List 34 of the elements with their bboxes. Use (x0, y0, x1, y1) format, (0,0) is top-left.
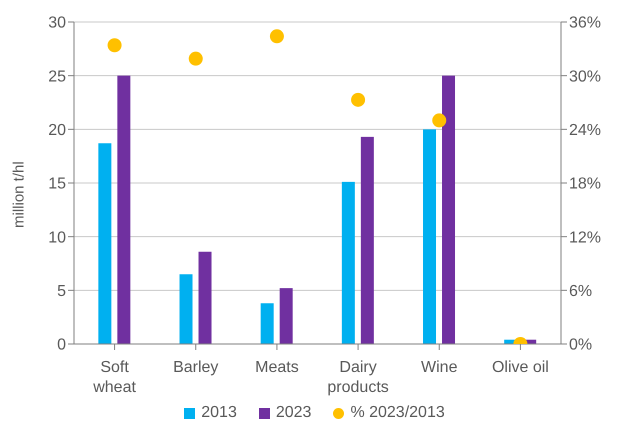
y2-tick-label: 24% (569, 122, 602, 140)
y2-tick-label: 12% (569, 229, 602, 246)
y2-tick-label: 0% (569, 336, 592, 354)
y-tick-label: 30 (48, 14, 66, 32)
x-tick-label: Meats (255, 359, 299, 376)
bar (442, 76, 456, 344)
y2-tick-label: 36% (569, 14, 602, 32)
x-tick-label: Dairy products (327, 359, 389, 396)
x-tick-label: Olive oil (492, 359, 549, 376)
y-tick-label: 0 (57, 336, 66, 354)
y-tick-label: 10 (48, 229, 66, 246)
y2-tick-label: 30% (569, 68, 602, 86)
bar (360, 136, 374, 344)
y-tick-label: 20 (48, 122, 66, 140)
y-tick-label: 15 (48, 176, 66, 193)
y2-tick-label: 6% (569, 283, 592, 300)
legend-label: 2023 (274, 404, 312, 422)
bar (280, 288, 293, 344)
y2-tick-label: 18% (569, 176, 602, 193)
bar (98, 143, 112, 344)
legend-label: % 2023/2013 (349, 404, 445, 422)
y-tick-label: 5 (57, 283, 66, 300)
bar (180, 274, 193, 344)
bar (342, 182, 355, 344)
legend-label: 2013 (200, 404, 237, 422)
x-tick-label: Barley (173, 359, 218, 376)
bar (260, 303, 274, 344)
bar (198, 252, 212, 344)
x-tick-label: Wine (421, 359, 458, 376)
y-axis-title: million t/hl (10, 161, 28, 228)
y-tick-label: 25 (48, 68, 66, 86)
bar (423, 129, 436, 344)
x-tick-label: Soft wheat (92, 359, 136, 396)
bar (117, 76, 130, 344)
